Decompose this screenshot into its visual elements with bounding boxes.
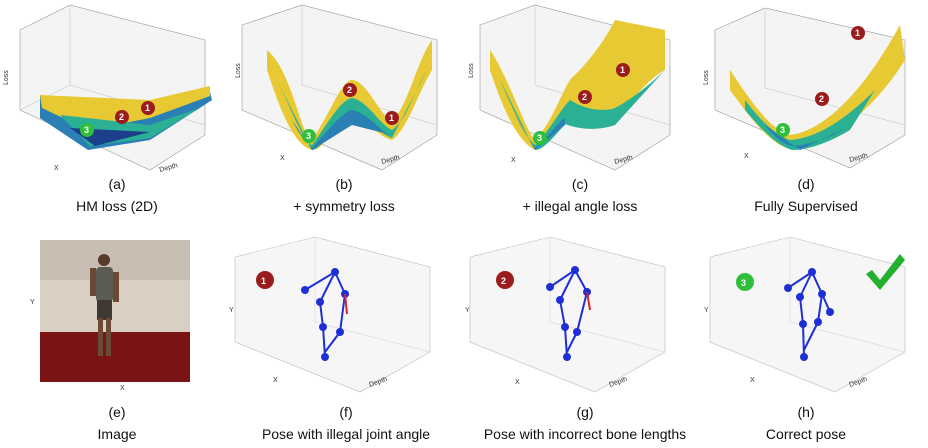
panel-letter: (c): [571, 176, 589, 192]
y-axis-label: Y: [229, 307, 234, 314]
panel-caption: Image: [97, 426, 137, 442]
marker-1: 1: [851, 26, 865, 40]
panel-a: Loss X Depth 1 2 3 (a) HM loss (2D): [0, 0, 212, 225]
depth-axis-label: Depth: [381, 154, 401, 166]
svg-text:1: 1: [261, 276, 266, 286]
badge-3: 3: [736, 273, 754, 291]
incorrect-bone: [586, 291, 591, 311]
svg-text:3: 3: [84, 125, 89, 135]
svg-text:1: 1: [389, 113, 394, 123]
marker-3: 3: [80, 123, 94, 137]
marker-3: 3: [302, 129, 316, 143]
x-axis-label: X: [511, 157, 516, 164]
x-axis-label: X: [515, 379, 520, 386]
depth-axis-label: Depth: [159, 162, 179, 174]
marker-2: 2: [115, 110, 129, 124]
x-axis-label: X: [120, 385, 125, 392]
marker-2: 2: [343, 83, 357, 97]
pose-plot-g: Y X Depth 2: [465, 236, 666, 393]
marker-3: 3: [776, 123, 790, 137]
y-axis-label: Y: [704, 307, 709, 314]
panel-caption: Pose with illegal joint angle: [261, 426, 431, 442]
svg-text:2: 2: [119, 112, 124, 122]
panel-letter: (h): [797, 404, 815, 420]
svg-text:3: 3: [537, 133, 542, 143]
svg-text:1: 1: [620, 65, 625, 75]
skeleton: [784, 268, 834, 361]
svg-text:3: 3: [306, 131, 311, 141]
x-axis-label: X: [280, 155, 285, 162]
panel-g: Y X Depth 2 (g) Pose with incorrect bone…: [465, 232, 686, 448]
svg-text:1: 1: [855, 28, 860, 38]
illegal-joint: [344, 293, 348, 315]
svg-text:2: 2: [501, 276, 506, 286]
panel-letter: (e): [108, 404, 126, 420]
panel-e: Y X (e) Image: [0, 232, 200, 448]
y-axis-label: Y: [465, 307, 470, 314]
marker-3: 3: [533, 131, 547, 145]
y-axis-label: Y: [30, 299, 35, 306]
panel-letter: (d): [797, 176, 815, 192]
badge-1: 1: [256, 271, 274, 289]
panel-caption: Pose with incorrect bone lengths: [483, 426, 687, 442]
panel-caption: Correct pose: [765, 426, 847, 442]
svg-text:3: 3: [780, 125, 785, 135]
svg-text:2: 2: [347, 85, 352, 95]
x-axis-label: X: [273, 377, 278, 384]
marker-1: 1: [385, 111, 399, 125]
skeleton: [546, 266, 591, 361]
depth-axis-label: Depth: [849, 152, 869, 164]
marker-2: 2: [578, 90, 592, 104]
panel-d: Loss X Depth 1 2 3 (d) Fully Supervised: [700, 0, 906, 225]
z-axis-label: Loss: [703, 70, 710, 85]
panel-b: Loss X Depth 1 2 3 (b) + symmetry loss: [232, 0, 438, 225]
panel-caption: Fully Supervised: [754, 198, 858, 214]
panel-caption: + symmetry loss: [293, 198, 395, 214]
z-axis-label: Loss: [235, 63, 242, 78]
x-axis-label: X: [744, 153, 749, 160]
loss-surface-c: Loss X Depth 1 2 3: [468, 4, 671, 171]
panel-caption: + illegal angle loss: [522, 198, 638, 214]
loss-surface-a: Loss X Depth 1 2 3: [3, 4, 212, 174]
input-image: Y X: [30, 240, 190, 392]
badge-2: 2: [496, 271, 514, 289]
pose-plot-f: Y X Depth 1: [229, 236, 431, 393]
panel-letter: (b): [335, 176, 353, 192]
checkmark-icon: [866, 254, 905, 290]
loss-surface-b: Loss X Depth 1 2 3: [235, 4, 438, 171]
marker-1: 1: [616, 63, 630, 77]
x-axis-label: X: [54, 165, 59, 172]
svg-text:1: 1: [145, 103, 150, 113]
loss-surface-d: Loss X Depth 1 2 3: [703, 7, 906, 169]
panel-caption: HM loss (2D): [76, 198, 158, 214]
panel-f: Y X Depth 1 (f) Pose with illegal joint …: [225, 232, 431, 448]
x-axis-label: X: [750, 377, 755, 384]
svg-text:2: 2: [819, 94, 824, 104]
marker-2: 2: [815, 92, 829, 106]
marker-1: 1: [141, 101, 155, 115]
panel-letter: (f): [339, 404, 353, 420]
panel-h: Y X Depth 3 (h) Correct pose: [700, 232, 906, 448]
svg-text:2: 2: [582, 92, 587, 102]
svg-text:3: 3: [741, 278, 746, 288]
z-axis-label: Loss: [468, 63, 475, 78]
skeleton: [301, 268, 349, 361]
z-axis-label: Loss: [3, 70, 10, 85]
panel-c: Loss X Depth 1 2 3 (c) + illegal angle l…: [465, 0, 671, 225]
pose-plot-h: Y X Depth 3: [704, 236, 906, 393]
panel-letter: (g): [576, 404, 594, 420]
panel-letter: (a): [108, 176, 126, 192]
depth-axis-label: Depth: [614, 154, 634, 166]
